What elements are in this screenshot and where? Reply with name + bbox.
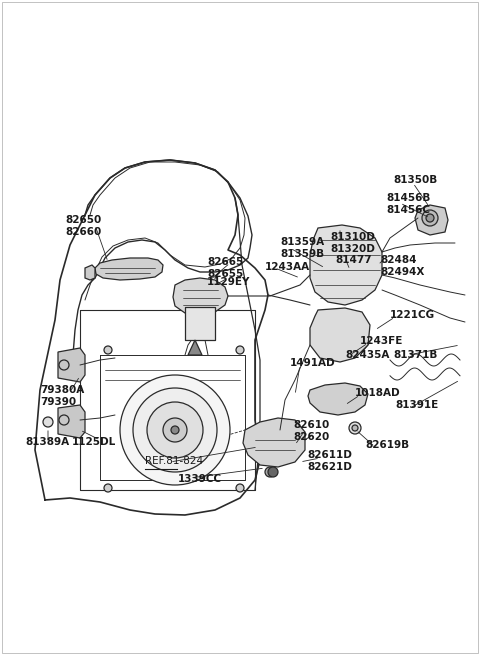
Circle shape <box>268 467 278 477</box>
Circle shape <box>104 484 112 492</box>
Circle shape <box>147 402 203 458</box>
Circle shape <box>426 214 434 222</box>
Polygon shape <box>185 307 215 340</box>
Circle shape <box>236 346 244 354</box>
Text: 1018AD: 1018AD <box>355 388 401 398</box>
Circle shape <box>265 467 275 477</box>
Polygon shape <box>95 258 163 280</box>
Circle shape <box>236 484 244 492</box>
Text: 82435A: 82435A <box>345 350 389 360</box>
Text: 1243AA: 1243AA <box>265 262 310 272</box>
Text: 1339CC: 1339CC <box>178 474 222 484</box>
Polygon shape <box>188 340 202 355</box>
Text: 1243FE: 1243FE <box>360 336 403 346</box>
Text: 82665
82655: 82665 82655 <box>207 257 243 278</box>
Text: 1221CG: 1221CG <box>390 310 435 320</box>
Polygon shape <box>308 383 368 415</box>
Polygon shape <box>85 265 95 280</box>
Text: 81477: 81477 <box>335 255 372 265</box>
Text: 81310D
81320D: 81310D 81320D <box>330 232 375 253</box>
Text: 81350B: 81350B <box>393 175 437 185</box>
Polygon shape <box>415 205 448 235</box>
Circle shape <box>171 426 179 434</box>
Polygon shape <box>58 348 85 382</box>
Circle shape <box>422 210 438 226</box>
Circle shape <box>349 422 361 434</box>
Text: 82611D
82621D: 82611D 82621D <box>307 450 352 472</box>
Circle shape <box>352 425 358 431</box>
Polygon shape <box>173 278 228 315</box>
Text: 79380A
79390: 79380A 79390 <box>40 385 84 407</box>
Text: 1129EY: 1129EY <box>207 277 251 287</box>
Text: 1125DL: 1125DL <box>72 437 116 447</box>
Text: 81391E: 81391E <box>395 400 438 410</box>
Text: 1491AD: 1491AD <box>290 358 336 368</box>
Polygon shape <box>310 308 370 362</box>
Text: REF.81-824: REF.81-824 <box>145 456 203 466</box>
Text: 81371B: 81371B <box>393 350 437 360</box>
Text: 82610
82620: 82610 82620 <box>293 420 329 441</box>
Text: 82484
82494X: 82484 82494X <box>380 255 424 276</box>
Polygon shape <box>310 225 382 305</box>
Circle shape <box>163 418 187 442</box>
Text: 81456B
81456C: 81456B 81456C <box>386 193 431 215</box>
Text: 82650
82660: 82650 82660 <box>65 215 101 236</box>
Circle shape <box>104 346 112 354</box>
Circle shape <box>120 375 230 485</box>
Circle shape <box>133 388 217 472</box>
Polygon shape <box>243 418 305 467</box>
Text: 82619B: 82619B <box>365 440 409 450</box>
Polygon shape <box>58 405 85 438</box>
Circle shape <box>43 417 53 427</box>
Text: 81389A: 81389A <box>25 437 69 447</box>
Text: 81359A
81359B: 81359A 81359B <box>280 237 324 259</box>
